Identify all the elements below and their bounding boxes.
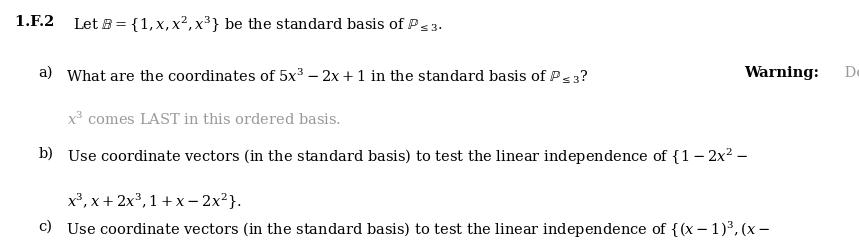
Text: Let $\mathbb{B} = \{1, x, x^2, x^3\}$ be the standard basis of $\mathbb{P}_{\leq: Let $\mathbb{B} = \{1, x, x^2, x^3\}$ be… [73, 15, 442, 35]
Text: Use coordinate vectors (in the standard basis) to test the linear independence o: Use coordinate vectors (in the standard … [57, 220, 770, 240]
Text: Don’t forget,: Don’t forget, [840, 66, 859, 80]
Text: a): a) [39, 66, 53, 80]
Text: $x^3, x + 2x^3, 1 + x - 2x^2\}$.: $x^3, x + 2x^3, 1 + x - 2x^2\}$. [67, 192, 241, 212]
Text: Use coordinate vectors (in the standard basis) to test the linear independence o: Use coordinate vectors (in the standard … [58, 146, 748, 167]
Text: Warning:: Warning: [744, 66, 819, 80]
Text: 1.F.2: 1.F.2 [15, 15, 60, 29]
Text: b): b) [39, 146, 53, 160]
Text: $x^3$ comes LAST in this ordered basis.: $x^3$ comes LAST in this ordered basis. [67, 111, 341, 128]
Text: c): c) [39, 220, 52, 234]
Text: What are the coordinates of $5x^3 - 2x + 1$ in the standard basis of $\mathbb{P}: What are the coordinates of $5x^3 - 2x +… [58, 66, 589, 86]
